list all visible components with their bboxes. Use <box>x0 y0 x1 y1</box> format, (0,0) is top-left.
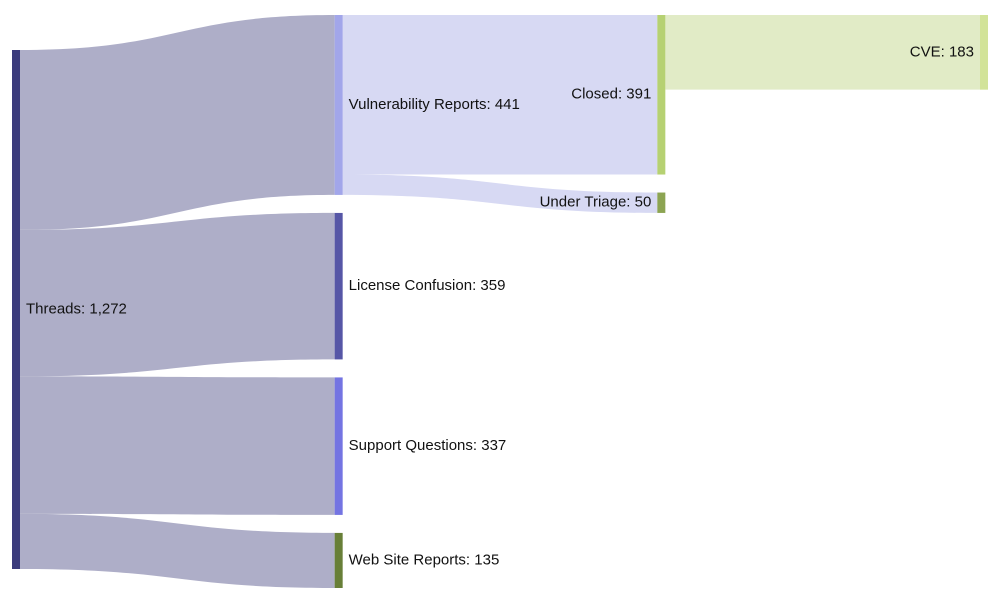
flow-link <box>342 174 658 213</box>
node-label: License Confusion: 359 <box>349 277 506 294</box>
node-label: Vulnerability Reports: 441 <box>349 96 520 113</box>
node-bar <box>334 212 343 360</box>
node-bar <box>334 377 343 515</box>
node-bar <box>334 532 343 588</box>
node-label: Threads: 1,272 <box>26 300 127 317</box>
node-bar <box>657 192 666 213</box>
node-label: Closed: 391 <box>571 86 651 103</box>
flow-link <box>20 15 335 230</box>
flow-link <box>342 15 658 175</box>
flow-link <box>20 513 335 588</box>
node-bar <box>334 15 343 195</box>
node-bar <box>657 15 666 175</box>
node-label: Support Questions: 337 <box>349 437 507 454</box>
node-label: Web Site Reports: 135 <box>349 551 500 568</box>
flow-link <box>20 212 335 377</box>
node-label: Under Triage: 50 <box>540 194 652 211</box>
node-bar <box>980 15 988 90</box>
flow-link <box>20 376 335 515</box>
flow-link <box>665 15 980 90</box>
node-bar <box>12 50 20 569</box>
node-label: CVE: 183 <box>910 43 974 60</box>
